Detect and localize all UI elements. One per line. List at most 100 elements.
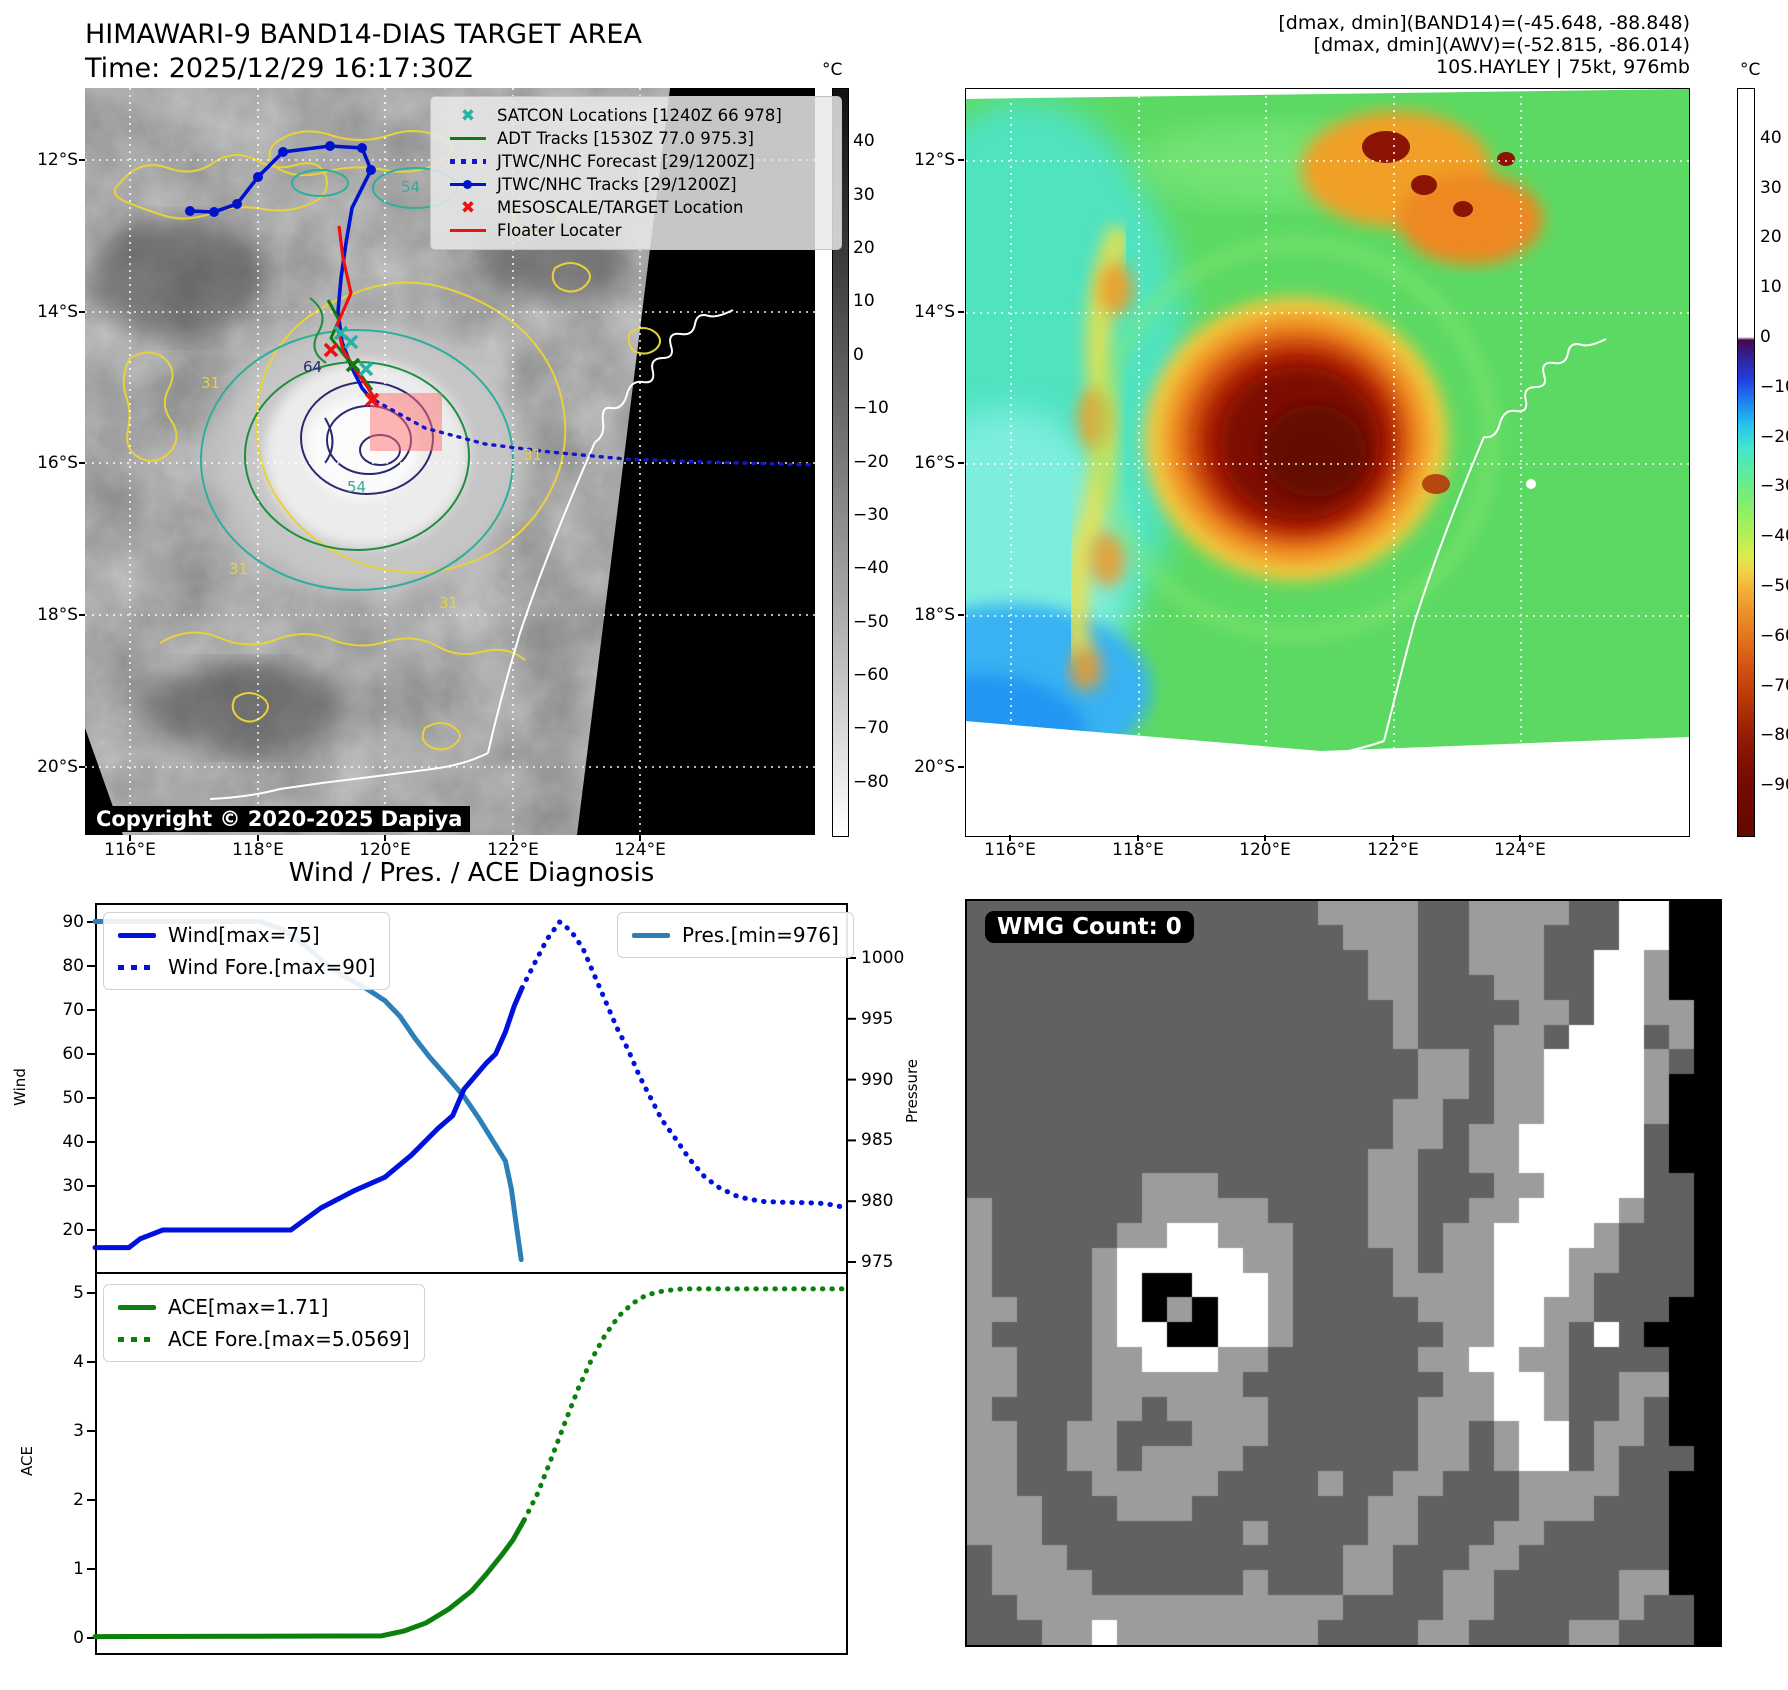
ace-tick-label: 3 (73, 1421, 84, 1441)
coastline (209, 309, 734, 800)
storm-tracks (185, 141, 817, 467)
awv-colorbar-tick: −40 (1760, 526, 1788, 547)
awv-colorbar-tick: −60 (1760, 625, 1788, 646)
band14-lat-tick: 12°S (37, 150, 78, 170)
band14-colorbar-tick: 40 (853, 131, 875, 152)
awv-lat-tick: 12°S (914, 150, 955, 170)
tick-mark (639, 835, 641, 841)
band14-lat-tick: 14°S (37, 302, 78, 322)
wind-tick-label: 80 (62, 956, 84, 976)
wmg-image (967, 901, 1720, 1645)
dmax-awv: [dmax, dmin](AWV)=(-52.815, -86.014) (1313, 34, 1690, 56)
awv-colorbar-tick: −20 (1760, 426, 1788, 447)
awv-satellite-map (965, 88, 1690, 837)
awv-lat-tick: 20°S (914, 757, 955, 777)
band14-colorbar-tick: −80 (853, 771, 889, 792)
awv-lon-tick: 118°E (1112, 840, 1164, 860)
ace-tick-label: 4 (73, 1352, 84, 1372)
pressure-tick-label: 995 (861, 1008, 894, 1029)
ace-series (92, 1517, 527, 1640)
wind-line-icon (118, 932, 156, 938)
awv-colorbar-tick: −90 (1760, 775, 1788, 796)
graticule (966, 89, 1689, 749)
ace-tick-label: 2 (73, 1490, 84, 1510)
band14-colorbar (832, 88, 849, 837)
diagnosis-title: Wind / Pres. / ACE Diagnosis (288, 858, 655, 888)
contour-label: 54 (347, 478, 366, 496)
floater-line-icon (450, 229, 486, 232)
band14-lon-tick: 116°E (104, 840, 156, 860)
jtwc-forecast-track (374, 399, 817, 467)
awv-colorbar-unit: °C (1740, 60, 1761, 80)
awv-colorbar-tick: 20 (1760, 227, 1782, 248)
tick-mark (257, 835, 259, 841)
awv-lon-tick: 116°E (984, 840, 1036, 860)
contour-label: 31 (229, 560, 248, 578)
ace-tick-label: 0 (73, 1628, 84, 1648)
awv-lon-tick: 120°E (1239, 840, 1291, 860)
ace-plot-frame (95, 1272, 848, 1655)
legend-row-forecast: JTWC/NHC Forecast [29/1200Z] (439, 150, 831, 173)
band14-colorbar-tick: −70 (853, 718, 889, 739)
band14-colorbar-tick: 0 (853, 344, 864, 365)
tick-mark (79, 614, 85, 616)
copyright-label: Copyright © 2020-2025 Dapiya (88, 806, 471, 832)
awv-colorbar-tick: 10 (1760, 277, 1782, 298)
band14-colorbar-tick: −20 (853, 451, 889, 472)
band14-colorbar-tick: −30 (853, 504, 889, 525)
target-area-box (370, 393, 442, 451)
wind-tick-label: 50 (62, 1088, 84, 1108)
wind-tick-label: 30 (62, 1176, 84, 1196)
awv-colorbar-tick: −70 (1760, 675, 1788, 696)
tick-mark (129, 835, 131, 841)
legend-label: Floater Locater (497, 221, 622, 240)
awv-lat-tick: 14°S (914, 302, 955, 322)
satcon-x-icon: ✖ (460, 105, 476, 126)
awv-lon-tick: 124°E (1494, 840, 1546, 860)
contour-label: 31 (523, 446, 542, 464)
tick-mark (79, 462, 85, 464)
pres-line-icon (632, 932, 670, 938)
band14-lon-tick: 122°E (487, 840, 539, 860)
pressure-tick-label: 990 (861, 1069, 894, 1090)
tick-mark (958, 766, 964, 768)
wind-tick-label: 70 (62, 1000, 84, 1020)
awv-colorbar-tick: −80 (1760, 725, 1788, 746)
wind-tick-label: 20 (62, 1220, 84, 1240)
wind-legend-row: Wind[max=75] (118, 919, 375, 951)
awv-colorbar-tick: −30 (1760, 476, 1788, 497)
wmg-count-badge: WMG Count: 0 (985, 911, 1194, 943)
contour-label: 31 (201, 374, 220, 392)
page-title: HIMAWARI-9 BAND14-DIAS TARGET AREA (85, 19, 642, 50)
legend-label: MESOSCALE/TARGET Location (497, 198, 744, 217)
tick-mark (958, 462, 964, 464)
diagnosis-charts (87, 903, 856, 1655)
legend-label: ADT Tracks [1530Z 77.0 975.3] (497, 129, 754, 148)
wind-fore-legend-row: Wind Fore.[max=90] (118, 951, 375, 983)
tick-mark (1264, 835, 1266, 841)
awv-imagery (966, 89, 1689, 836)
adt-line-icon (450, 137, 486, 140)
ace-tick-label: 5 (73, 1283, 84, 1303)
ace-legend: ACE[max=1.71] ACE Fore.[max=5.0569] (103, 1284, 425, 1362)
wind-tick-label: 40 (62, 1132, 84, 1152)
band14-lat-tick: 20°S (37, 757, 78, 777)
adt-marker (345, 357, 361, 373)
contour-lines (113, 130, 661, 751)
ace-fore-legend-row: ACE Fore.[max=5.0569] (118, 1323, 410, 1355)
ace-legend-label: ACE[max=1.71] (168, 1295, 329, 1319)
band14-lon-tick: 120°E (359, 840, 411, 860)
pressure-tick-label: 980 (861, 1191, 894, 1212)
satcon-marker (333, 325, 374, 377)
legend-row-satcon: ✖ SATCON Locations [1240Z 66 978] (439, 104, 831, 127)
ace-line-icon (118, 1304, 156, 1310)
tick-mark (958, 311, 964, 313)
wind-forecast-series (519, 919, 851, 1211)
band14-lon-tick: 124°E (614, 840, 666, 860)
legend-row-mesoscale: ✖ MESOSCALE/TARGET Location (439, 196, 831, 219)
ace-legend-row: ACE[max=1.71] (118, 1291, 410, 1323)
pressure-tick-label: 975 (861, 1252, 894, 1272)
dmax-band14: [dmax, dmin](BAND14)=(-45.648, -88.848) (1278, 12, 1690, 34)
storm-id: 10S.HAYLEY | 75kt, 976mb (1436, 56, 1690, 78)
